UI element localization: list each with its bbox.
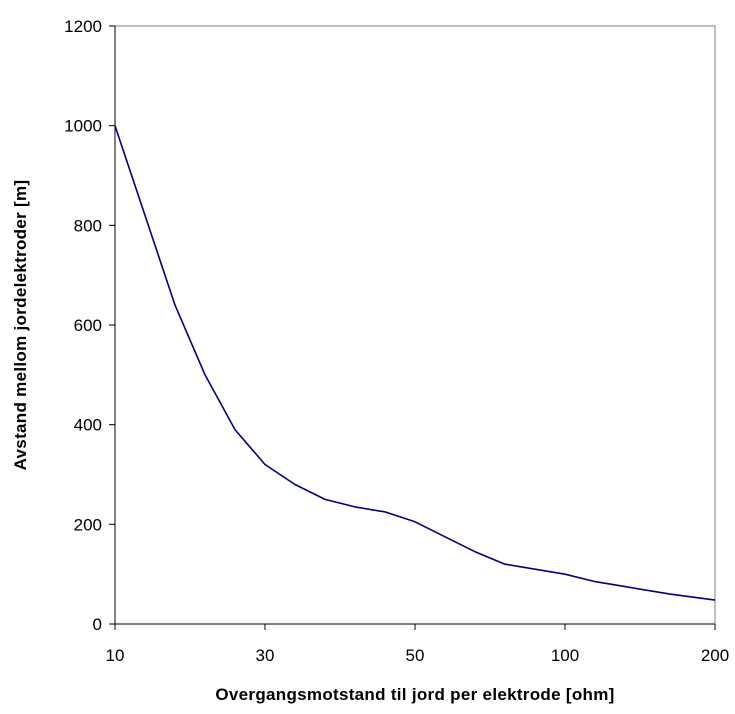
y-tick-label: 200 [74,515,102,534]
x-tick-label: 200 [701,646,729,665]
x-tick-label: 10 [106,646,125,665]
series-line-0 [114,125,716,601]
x-axis-ticks: 10 30 50 100 200 [106,624,729,665]
x-tick-label: 50 [406,646,425,665]
x-tick-label: 100 [551,646,579,665]
y-axis-ticks: 0 200 400 600 800 1000 1200 [64,17,115,634]
y-tick-label: 1000 [64,117,102,136]
x-tick-label: 30 [256,646,275,665]
y-tick-label: 800 [74,216,102,235]
plot-area [114,25,716,625]
y-tick-label: 0 [93,615,102,634]
y-tick-label: 600 [74,316,102,335]
series-layer [114,125,716,601]
x-axis-title: Overgangsmotstand til jord per elektrode… [215,685,614,704]
y-axis-title: Avstand mellom jordelektroder [m] [11,180,30,471]
y-tick-label: 1200 [64,17,102,36]
y-tick-label: 400 [74,416,102,435]
